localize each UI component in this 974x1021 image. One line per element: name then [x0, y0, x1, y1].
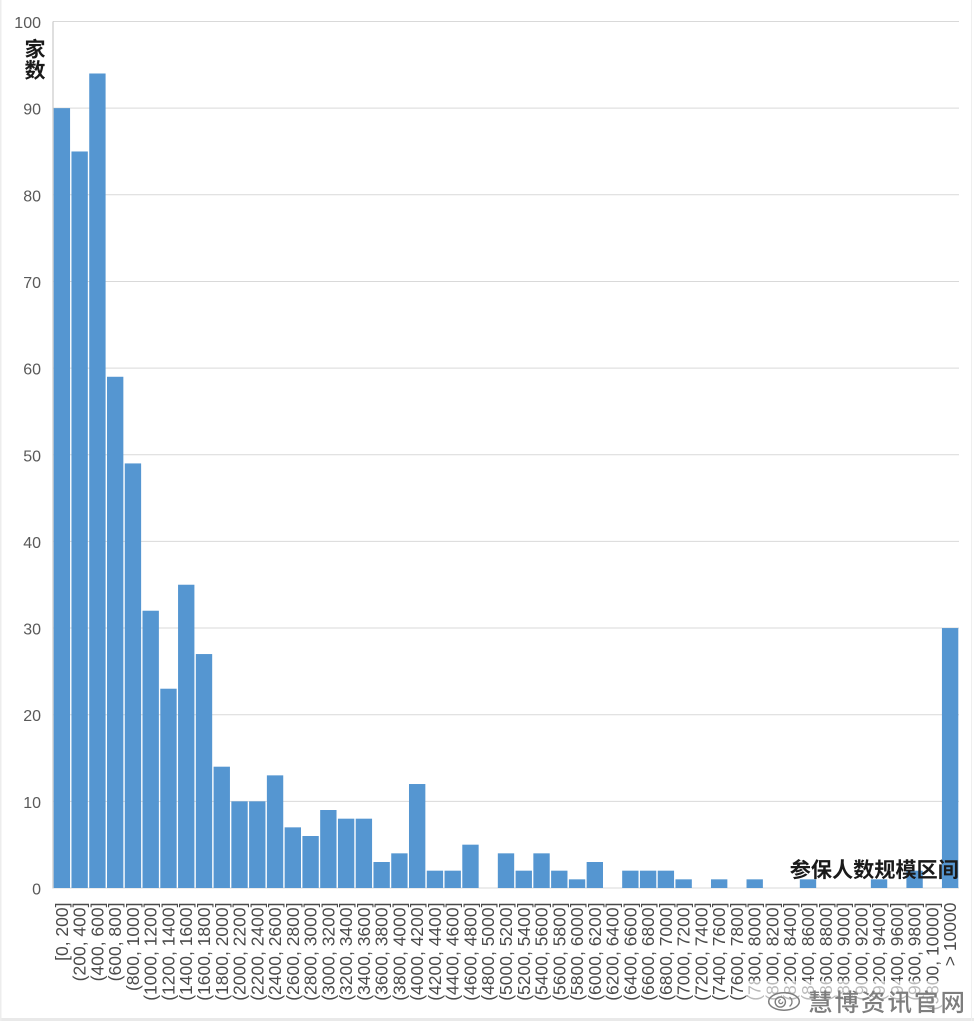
svg-text:(6400, 6600]: (6400, 6600] [620, 903, 640, 1001]
svg-text:0: 0 [32, 882, 41, 899]
svg-text:70: 70 [23, 275, 41, 292]
svg-text:(3200, 3400]: (3200, 3400] [336, 903, 356, 1001]
svg-text:(1400, 1600]: (1400, 1600] [176, 903, 196, 1001]
svg-text:90: 90 [23, 102, 41, 119]
svg-text:(5200, 5400]: (5200, 5400] [514, 903, 534, 1001]
svg-text:(200, 400]: (200, 400] [70, 903, 90, 982]
svg-text:40: 40 [23, 535, 41, 552]
svg-text:(1200, 1400]: (1200, 1400] [158, 903, 178, 1001]
svg-text:(1600, 1800]: (1600, 1800] [194, 903, 214, 1001]
svg-text:(9600, 9800]: (9600, 9800] [905, 903, 925, 1001]
svg-text:(2000, 2200]: (2000, 2200] [230, 903, 250, 1001]
svg-text:(6000, 6200]: (6000, 6200] [585, 903, 605, 1001]
svg-text:(4600, 4800]: (4600, 4800] [460, 903, 480, 1001]
svg-text:(800, 1000]: (800, 1000] [123, 903, 143, 992]
svg-text:(5600, 5800]: (5600, 5800] [549, 903, 569, 1001]
svg-text:20: 20 [23, 708, 41, 725]
svg-text:(9200, 9400]: (9200, 9400] [869, 903, 889, 1001]
svg-text:10: 10 [23, 795, 41, 812]
svg-text:(400, 600]: (400, 600] [87, 903, 107, 982]
svg-text:(3600, 3800]: (3600, 3800] [372, 903, 392, 1001]
svg-text:60: 60 [23, 362, 41, 379]
svg-text:(6800, 7000]: (6800, 7000] [656, 903, 676, 1001]
svg-text:(1800, 2000]: (1800, 2000] [212, 903, 232, 1001]
svg-text:30: 30 [23, 622, 41, 639]
svg-text:(4200, 4400]: (4200, 4400] [425, 903, 445, 1001]
svg-text:(5400, 5600]: (5400, 5600] [532, 903, 552, 1001]
svg-text:(7200, 7400]: (7200, 7400] [691, 903, 711, 1001]
svg-text:100: 100 [14, 15, 41, 32]
svg-text:(2800, 3000]: (2800, 3000] [301, 903, 321, 1001]
svg-text:50: 50 [23, 448, 41, 465]
svg-text:(3400, 3600]: (3400, 3600] [354, 903, 374, 1001]
svg-text:(9400, 9600]: (9400, 9600] [887, 903, 907, 1001]
svg-text:(8200, 8400]: (8200, 8400] [780, 903, 800, 1001]
svg-text:(7600, 7800]: (7600, 7800] [727, 903, 747, 1001]
svg-text:(7400, 7600]: (7400, 7600] [709, 903, 729, 1001]
svg-text:(5000, 5200]: (5000, 5200] [496, 903, 516, 1001]
svg-text:(3000, 3200]: (3000, 3200] [318, 903, 338, 1001]
svg-text:(4800, 5000]: (4800, 5000] [478, 903, 498, 1001]
svg-text:80: 80 [23, 188, 41, 205]
svg-text:(4400, 4600]: (4400, 4600] [443, 903, 463, 1001]
svg-text:(8000, 8200]: (8000, 8200] [762, 903, 782, 1001]
svg-text:(2400, 2600]: (2400, 2600] [265, 903, 285, 1001]
svg-text:(4000, 4200]: (4000, 4200] [407, 903, 427, 1001]
svg-text:(9000, 9200]: (9000, 9200] [851, 903, 871, 1001]
svg-text:(2200, 2400]: (2200, 2400] [247, 903, 267, 1001]
svg-text:(8400, 8600]: (8400, 8600] [798, 903, 818, 1001]
svg-text:[0, 200]: [0, 200] [52, 903, 72, 961]
svg-text:(8800, 9000]: (8800, 9000] [834, 903, 854, 1001]
svg-text:(2600, 2800]: (2600, 2800] [283, 903, 303, 1001]
svg-text:(7800, 8000]: (7800, 8000] [745, 903, 765, 1001]
svg-text:(6200, 6400]: (6200, 6400] [603, 903, 623, 1001]
svg-text:(6600, 6800]: (6600, 6800] [638, 903, 658, 1001]
svg-text:(1000, 1200]: (1000, 1200] [141, 903, 161, 1001]
svg-text:(7000, 7200]: (7000, 7200] [674, 903, 694, 1001]
svg-text:(3800, 4000]: (3800, 4000] [389, 903, 409, 1001]
svg-text:(5800, 6000]: (5800, 6000] [567, 903, 587, 1001]
svg-text:(600, 800]: (600, 800] [105, 903, 125, 982]
svg-text:> 10000: > 10000 [940, 902, 960, 966]
svg-text:(8600, 8800]: (8600, 8800] [816, 903, 836, 1001]
